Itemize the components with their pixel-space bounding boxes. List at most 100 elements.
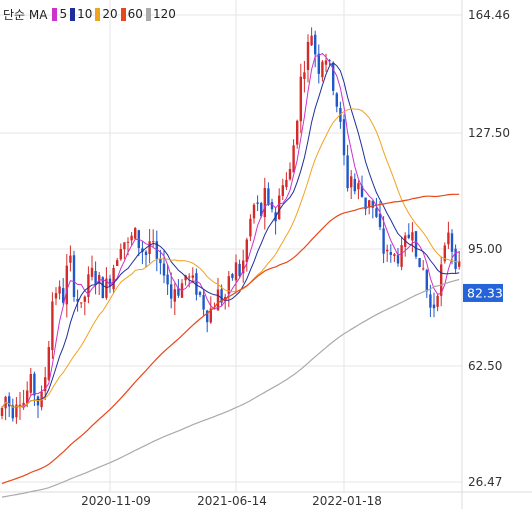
candle-body-79 <box>285 179 288 188</box>
candle-body-84 <box>303 72 306 79</box>
candle-body-13 <box>47 347 50 380</box>
ma60-swatch <box>120 7 126 21</box>
x-tick-label-2: 2022-01-18 <box>312 494 382 508</box>
y-tick-label-3: 62.50 <box>468 359 502 373</box>
candle-body-115 <box>414 231 418 257</box>
candle-body-96 <box>346 155 349 189</box>
legend-item-ma20: 20 <box>94 7 118 21</box>
y-tick-label-4: 26.47 <box>468 475 502 489</box>
candle-body-28 <box>101 277 104 299</box>
candle-body-63 <box>227 276 230 295</box>
x-tick-label-1: 2021-06-14 <box>197 494 267 508</box>
candle-body-25 <box>90 267 94 277</box>
candle-body-89 <box>321 61 324 78</box>
candle-body-110 <box>396 255 400 264</box>
candle-body-85 <box>306 41 310 70</box>
ma20-line <box>1 108 460 409</box>
candle-body-6 <box>22 402 25 408</box>
candle-body-113 <box>407 234 410 238</box>
candle-body-51 <box>184 275 187 281</box>
candle-body-34 <box>123 242 126 250</box>
candle-body-99 <box>357 183 360 190</box>
candle-body-82 <box>296 120 299 145</box>
candle-body-46 <box>166 274 169 285</box>
candle-body-107 <box>386 249 389 252</box>
candle-body-93 <box>335 93 338 107</box>
candle-body-35 <box>126 241 130 243</box>
candle-body-75 <box>270 202 274 210</box>
candle-body-88 <box>317 53 320 74</box>
candle-body-54 <box>195 273 198 295</box>
x-tick-label-0: 2020-11-09 <box>81 494 151 508</box>
legend-title: 단순 MA <box>3 7 48 22</box>
candle-body-91 <box>328 60 331 62</box>
candle-body-108 <box>389 252 392 255</box>
last-price-label: 82.33 <box>467 285 503 300</box>
candle-body-7 <box>26 390 29 404</box>
candle-body-73 <box>263 188 266 218</box>
candle-body-124 <box>447 232 450 245</box>
candle-body-26 <box>94 271 97 285</box>
legend-item-ma60: 60 <box>120 7 143 21</box>
candle-body-21 <box>76 298 79 302</box>
y-tick-label-1: 127.50 <box>468 126 510 140</box>
candle-body-61 <box>220 289 223 303</box>
candle-body-47 <box>170 284 173 299</box>
candle-body-125 <box>450 233 454 252</box>
candle-body-103 <box>371 200 374 208</box>
candle-body-30 <box>108 278 112 287</box>
candle-body-127 <box>458 261 461 267</box>
candle-body-114 <box>411 232 414 241</box>
candle-body-70 <box>252 204 256 219</box>
candle-body-111 <box>400 245 403 267</box>
ma60-line <box>1 193 460 485</box>
candle-body-36 <box>130 235 133 241</box>
ma120-swatch <box>145 7 151 21</box>
candle-body-78 <box>281 185 284 196</box>
ma10-swatch <box>70 7 76 21</box>
candle-body-15 <box>54 293 58 299</box>
candle-body-98 <box>353 178 356 192</box>
ma5-label: 5 <box>59 7 68 21</box>
candle-body-33 <box>119 248 122 260</box>
candle-body-0 <box>0 407 4 416</box>
candle-body-17 <box>62 288 65 303</box>
candle-body-68 <box>245 239 248 263</box>
ma5-swatch <box>52 7 58 21</box>
candle-body-104 <box>375 208 378 217</box>
candle-body-39 <box>141 248 144 252</box>
ma20-swatch <box>95 7 101 21</box>
candle-body-64 <box>231 274 234 278</box>
candle-body-121 <box>436 295 439 307</box>
legend-item-ma10: 10 <box>69 7 92 21</box>
y-tick-label-2: 95.00 <box>468 242 502 256</box>
candle-body-19 <box>69 255 72 263</box>
candle-body-37 <box>134 228 137 239</box>
candle-body-41 <box>148 241 151 254</box>
candle-body-55 <box>198 292 202 295</box>
ma120-label: 120 <box>152 7 176 21</box>
candle-body-31 <box>112 267 115 290</box>
candle-body-120 <box>432 304 436 309</box>
ma10-line <box>1 62 460 409</box>
y-tick-label-0: 164.46 <box>468 8 510 22</box>
candle-body-67 <box>242 260 245 274</box>
candle-body-117 <box>422 268 425 270</box>
candle-body-14 <box>51 301 54 351</box>
candle-body-58 <box>209 308 212 323</box>
candle-body-118 <box>425 270 428 292</box>
last-price-badge <box>463 283 503 302</box>
candle-body-4 <box>15 404 18 418</box>
candle-body-65 <box>234 262 238 281</box>
candle-body-42 <box>152 241 155 243</box>
candle-body-105 <box>378 213 382 228</box>
candle-body-45 <box>162 263 166 276</box>
candle-body-52 <box>188 276 191 278</box>
candle-body-56 <box>202 295 205 310</box>
candle-body-80 <box>288 168 292 180</box>
ma10-label: 10 <box>77 7 93 21</box>
candle-body-81 <box>292 145 295 173</box>
candle-body-12 <box>44 377 47 392</box>
